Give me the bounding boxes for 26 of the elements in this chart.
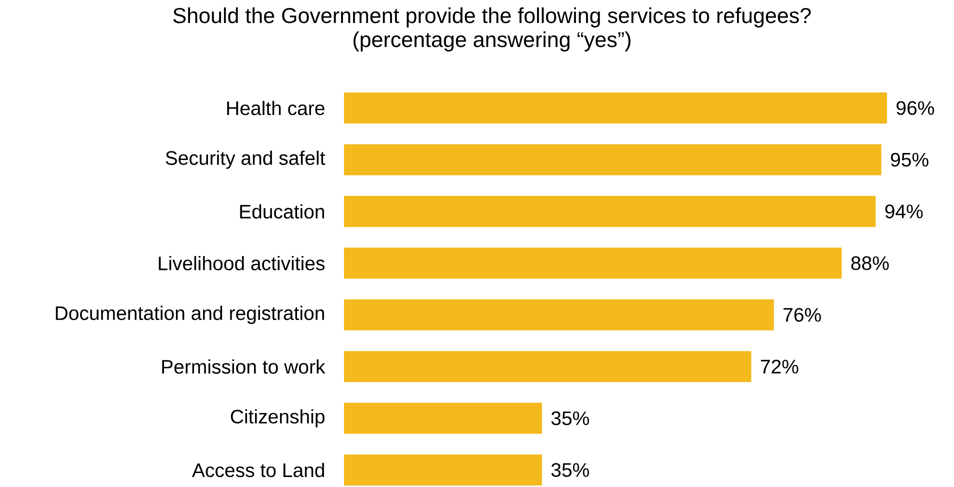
bar [344,402,542,434]
y-tick-label: Documentation and registration [56,306,324,324]
y-tick-label: Education [240,204,324,219]
bar [344,92,887,124]
y-tick-label: Permission to work [162,359,326,374]
data-label: 72% [760,360,798,374]
y-tick-label: Access to Land [192,462,324,478]
bar [344,248,842,279]
data-label: 35% [551,411,589,426]
data-label: 94% [885,204,923,218]
data-label: 95% [890,152,928,167]
bar [344,299,774,330]
bar [344,454,542,486]
chart-subtitle: (percentage answering “yes”) [354,31,630,52]
data-label: 88% [851,256,889,270]
y-tick-label: Health care [227,100,324,116]
chart-title: Should the Government provide the following services to refugees? [173,7,811,28]
bar [344,144,882,176]
data-label: 96% [896,101,934,115]
data-label: 76% [784,308,821,322]
y-tick-label: Security and safelt [166,150,326,169]
y-tick-label: Livelihood activities [158,256,325,270]
data-label: 35% [551,463,589,477]
bar [344,196,876,227]
bar [344,351,752,382]
y-tick-label: Citizenship [230,409,324,428]
